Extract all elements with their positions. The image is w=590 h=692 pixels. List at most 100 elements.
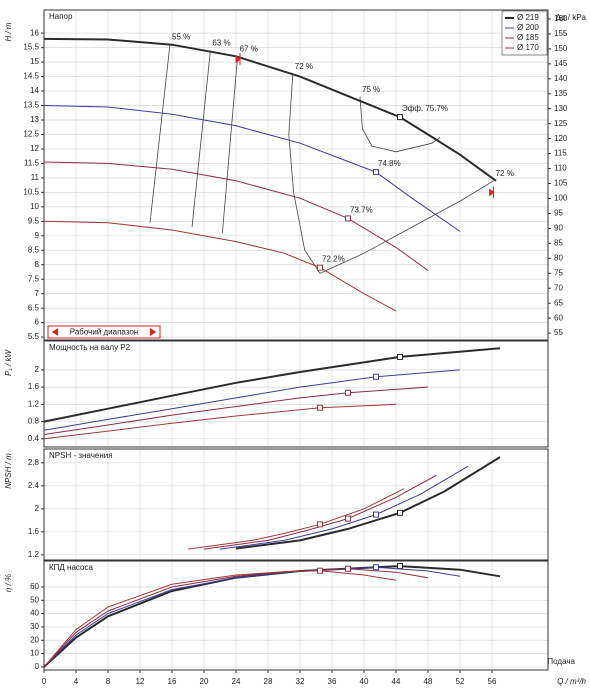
bep-marker [397, 114, 403, 121]
x-tick-label: 8 [106, 677, 111, 686]
x-tick-label: 16 [168, 677, 177, 686]
marker-label: Эфф. 75.7% [402, 104, 448, 113]
y-tick-label: 13.5 [23, 101, 39, 110]
y-tick-label: 15 [30, 57, 39, 66]
y-tick-label: 10 [30, 202, 39, 211]
y2-tick-label: 140 [554, 74, 568, 83]
y2-tick-label: 145 [554, 59, 568, 68]
y-tick-label: 11.5 [24, 159, 40, 168]
y-tick-label: 6 [35, 318, 40, 327]
efficiency-contour [222, 56, 238, 233]
y-tick-label: 30 [30, 622, 39, 631]
y2-tick-label: 70 [554, 283, 563, 292]
y2-tick-label: 130 [554, 104, 568, 113]
legend-label: Ø 185 [517, 33, 539, 42]
efficiency-contour [359, 96, 441, 153]
y2-tick-label: 95 [554, 209, 563, 218]
y-axis-label: H / m [4, 22, 13, 41]
y2-tick-label: 100 [554, 194, 568, 203]
contour-label: 63 % [212, 39, 230, 48]
bep-marker [397, 563, 403, 570]
x-tick-label: 48 [424, 677, 433, 686]
y-tick-label: 0.8 [28, 417, 40, 426]
curve [235, 456, 501, 550]
contour-label: 67 % [240, 44, 258, 53]
x-tick-label: 12 [136, 677, 145, 686]
bep-marker [373, 169, 379, 176]
y-tick-label: 2 [35, 504, 40, 513]
y2-tick-label: 115 [554, 149, 567, 158]
bep-marker [317, 264, 323, 271]
bep-marker [373, 511, 379, 518]
y2-tick-label: 65 [554, 298, 563, 307]
contour-label: 55 % [172, 32, 190, 41]
contour-label: 72 % [496, 169, 514, 178]
y-tick-label: 50 [30, 595, 39, 604]
y-tick-label: 10 [30, 649, 39, 658]
y-axis-label: η / % [4, 574, 13, 592]
y-tick-label: 7.5 [28, 274, 40, 283]
y-tick-label: 15.5 [23, 43, 39, 52]
y-tick-label: 20 [30, 635, 39, 644]
efficiency-contour [288, 73, 494, 274]
y-tick-label: 2.8 [28, 458, 40, 467]
marker-label: 74.8% [378, 159, 401, 168]
contour-label: 75 % [362, 85, 380, 94]
x-tick-label: 52 [456, 677, 465, 686]
y-tick-label: 13 [30, 115, 39, 124]
y-tick-label: 10.5 [23, 187, 39, 196]
y2-tick-label: 135 [554, 89, 568, 98]
y2-tick-label: 75 [554, 268, 563, 277]
bep-marker [317, 567, 323, 574]
curve [43, 161, 429, 271]
y-tick-label: 8 [35, 260, 40, 269]
y2-tick-label: 85 [554, 238, 563, 247]
panel-background [44, 449, 548, 560]
y-tick-label: 0.4 [28, 434, 40, 443]
x-tick-label: 40 [360, 677, 369, 686]
efficiency-contour [191, 50, 211, 228]
panel-title: Мощность на валу P2 [49, 343, 131, 352]
bep-marker [373, 564, 379, 571]
y-tick-label: 7 [35, 289, 40, 298]
panel-background [44, 10, 548, 340]
curve [43, 37, 497, 182]
range-marker [489, 186, 495, 199]
y-tick-label: 8.5 [28, 245, 40, 254]
y-tick-label: 2 [35, 365, 40, 374]
y2-tick-label: 120 [554, 134, 568, 143]
y-tick-label: 9 [35, 231, 40, 240]
panel-frame [43, 9, 549, 341]
y-tick-label: 0 [35, 662, 40, 671]
y2-tick-label: 80 [554, 253, 563, 262]
panel-background [44, 341, 548, 447]
y2-tick-label: 110 [554, 164, 567, 173]
bep-marker [317, 521, 323, 528]
curve [43, 570, 397, 668]
range-box [47, 325, 161, 339]
panel-frame [43, 560, 549, 671]
y-tick-label: 1.6 [28, 527, 40, 536]
panel-title: Напор [49, 12, 73, 21]
marker-label: 73.7% [350, 206, 373, 215]
efficiency-contour [149, 44, 171, 223]
x-tick-label: 20 [200, 677, 209, 686]
y-tick-label: 2.4 [28, 481, 40, 490]
curve [43, 403, 397, 440]
x-axis-note: Подача [547, 657, 575, 666]
x-tick-label: 28 [264, 677, 273, 686]
x-tick-label: 32 [296, 677, 305, 686]
x-tick-label: 24 [232, 677, 241, 686]
y-tick-label: 12.5 [23, 130, 39, 139]
legend-label: Ø 200 [517, 23, 539, 32]
y-tick-label: 6.5 [28, 303, 40, 312]
legend-label: Ø 170 [517, 43, 539, 52]
y-tick-label: 14.5 [23, 72, 39, 81]
y2-tick-label: 60 [554, 313, 563, 322]
range-arrow-left [52, 328, 58, 336]
y-tick-label: 9.5 [28, 216, 40, 225]
y-tick-label: 1.2 [28, 550, 40, 559]
y-tick-label: 1.2 [28, 399, 40, 408]
y2-tick-label: 55 [554, 328, 563, 337]
